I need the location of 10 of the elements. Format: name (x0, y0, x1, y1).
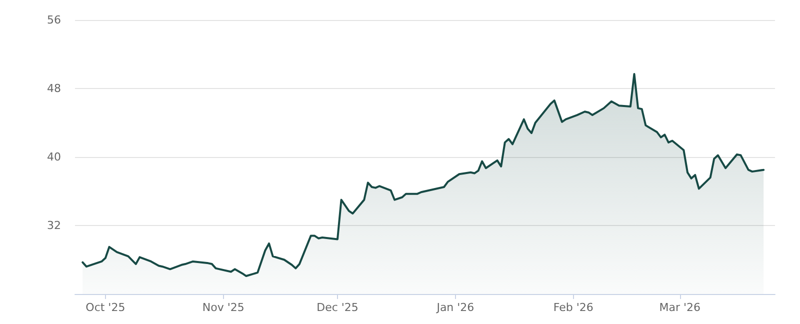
x-tick-label: Nov '25 (202, 301, 244, 314)
y-tick-label: 48 (47, 82, 61, 95)
y-tick-label: 32 (47, 219, 61, 232)
x-tick-label: Oct '25 (86, 301, 126, 314)
x-tick-label: Feb '26 (553, 301, 594, 314)
x-tick-label: Dec '25 (316, 301, 358, 314)
y-tick-label: 56 (47, 14, 61, 26)
x-tick-label: Jan '26 (436, 301, 474, 314)
y-tick-label: 40 (47, 150, 61, 164)
x-tick-label: Mar '26 (659, 301, 701, 314)
